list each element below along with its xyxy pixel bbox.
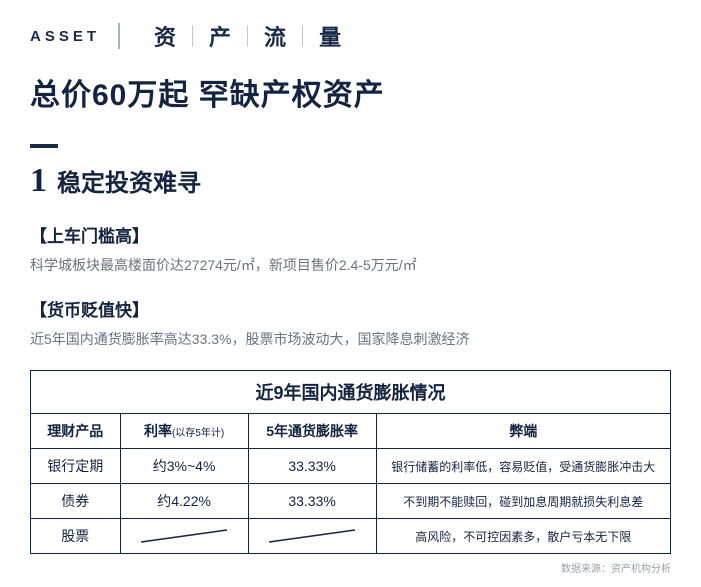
cell-product: 债券	[31, 484, 121, 519]
table-row: 债券 约4.22% 33.33% 不到期不能赎回，碰到加息周期就损失利息差	[31, 484, 671, 519]
col-header-product: 理财产品	[31, 414, 121, 449]
table-header-row: 理财产品 利率(以存5年计) 5年通货膨胀率 弊端	[31, 414, 671, 449]
cell-rate: 约4.22%	[120, 484, 248, 519]
cell-inflation: 33.33%	[248, 449, 376, 484]
cell-drawback: 银行储蓄的利率低，容易贬值，受通货膨胀冲击大	[376, 449, 670, 484]
col-header-rate-label: 利率	[144, 423, 172, 439]
point-title: 【货币贬值快】	[30, 296, 671, 321]
table-title: 近9年国内通货膨胀情况	[31, 371, 671, 414]
header: ASSET 资 产 流 量	[30, 20, 671, 52]
col-header-rate: 利率(以存5年计)	[120, 414, 248, 449]
footer-note: 数据来源：资产机构分析	[561, 560, 671, 575]
col-header-rate-note: (以存5年计)	[172, 428, 224, 439]
header-char: 量	[303, 20, 357, 52]
point-title: 【上车门槛高】	[30, 222, 671, 247]
header-chars: 资 产 流 量	[138, 20, 357, 52]
point-body: 近5年国内通货膨胀率高达33.3%，股票市场波动大，国家降息刺激经济	[30, 329, 671, 350]
section-number: 1	[30, 162, 47, 200]
cell-inflation: 33.33%	[248, 484, 376, 519]
cell-product: 银行定期	[31, 449, 121, 484]
point-block: 【货币贬值快】 近5年国内通货膨胀率高达33.3%，股票市场波动大，国家降息刺激…	[30, 296, 671, 350]
cell-inflation-slash	[248, 519, 376, 554]
table-row: 股票 高风险，不可控因素多，散户亏本无下限	[31, 519, 671, 554]
section-title: 稳定投资难寻	[57, 163, 201, 198]
header-char: 流	[248, 20, 302, 52]
header-divider	[118, 23, 120, 49]
accent-bar	[30, 144, 58, 148]
cell-drawback: 不到期不能赎回，碰到加息周期就损失利息差	[376, 484, 670, 519]
cell-drawback: 高风险，不可控因素多，散户亏本无下限	[376, 519, 670, 554]
header-char: 产	[193, 20, 247, 52]
table-row: 银行定期 约3%~4% 33.33% 银行储蓄的利率低，容易贬值，受通货膨胀冲击…	[31, 449, 671, 484]
table-title-row: 近9年国内通货膨胀情况	[31, 371, 671, 414]
cell-rate-slash	[120, 519, 248, 554]
col-header-inflation: 5年通货膨胀率	[248, 414, 376, 449]
point-body: 科学城板块最高楼面价达27274元/㎡，新项目售价2.4-5万元/㎡	[30, 255, 671, 276]
inflation-table: 近9年国内通货膨胀情况 理财产品 利率(以存5年计) 5年通货膨胀率 弊端 银行…	[30, 370, 671, 554]
slash-icon	[139, 528, 229, 544]
asset-label: ASSET	[30, 28, 100, 45]
section-heading: 1 稳定投资难寻	[30, 162, 671, 200]
point-block: 【上车门槛高】 科学城板块最高楼面价达27274元/㎡，新项目售价2.4-5万元…	[30, 222, 671, 276]
col-header-drawback: 弊端	[376, 414, 670, 449]
header-char: 资	[138, 20, 192, 52]
slash-icon	[267, 528, 357, 544]
main-title: 总价60万起 罕缺产权资产	[30, 70, 671, 114]
cell-product: 股票	[31, 519, 121, 554]
cell-rate: 约3%~4%	[120, 449, 248, 484]
